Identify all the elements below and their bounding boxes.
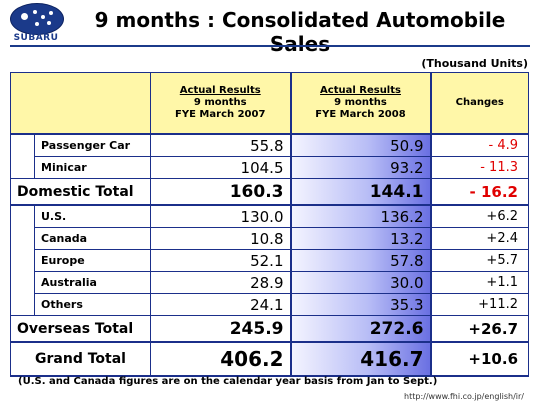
row-label: Others	[34, 293, 151, 316]
row-label: Canada	[34, 227, 151, 250]
row-label: Passenger Car	[34, 133, 151, 157]
pleiades-emblem	[10, 3, 64, 35]
column-header-fye2008: Actual Results 9 months FYE March 2008	[289, 72, 432, 135]
value-change: - 4.9	[430, 133, 529, 157]
source-url[interactable]: http://www.fhi.co.jp/english/ir/	[404, 392, 524, 401]
footnote: (U.S. and Canada figures are on the cale…	[18, 376, 438, 387]
value-fye2007: 55.8	[150, 133, 291, 157]
brand-name: SUBARU	[13, 33, 59, 43]
indent-cell	[10, 249, 35, 272]
value-change: +6.2	[430, 204, 529, 228]
table-row-europe: Europe 52.1 57.8 +5.7	[10, 249, 529, 272]
table-row-us: U.S. 130.0 136.2 +6.2	[10, 204, 529, 228]
indent-cell	[10, 227, 35, 250]
table-row-minicar: Minicar 104.5 93.2 - 11.3	[10, 156, 529, 179]
value-fye2008: 35.3	[289, 293, 432, 316]
value-change: +2.4	[430, 227, 529, 250]
indent-cell	[10, 156, 35, 179]
value-change: +26.7	[430, 315, 529, 343]
indent-cell	[10, 134, 35, 157]
table-row-grand-total: Grand Total 406.2 416.7 +10.6	[10, 341, 529, 377]
indent-cell	[10, 205, 35, 228]
value-fye2008: 57.8	[289, 249, 432, 272]
sales-table: Actual Results 9 months FYE March 2007 A…	[10, 72, 529, 377]
value-fye2007: 130.0	[150, 204, 291, 228]
slide-header: SUBARU 9 months : Consolidated Automobil…	[0, 0, 540, 56]
value-fye2008: 93.2	[289, 156, 432, 179]
title-divider	[10, 45, 530, 47]
row-label: Europe	[34, 249, 151, 272]
value-fye2008: 50.9	[289, 133, 432, 157]
header-corner-cell	[10, 72, 151, 135]
value-change: +1.1	[430, 271, 529, 294]
table-row-domestic-total: Domestic Total 160.3 144.1 - 16.2	[10, 178, 529, 206]
slide-title: 9 months : Consolidated Automobile Sales	[94, 8, 506, 56]
value-fye2008: 272.6	[289, 315, 432, 343]
table-row-overseas-total: Overseas Total 245.9 272.6 +26.7	[10, 315, 529, 343]
column-header-changes: Changes	[430, 72, 529, 135]
row-label: Minicar	[34, 156, 151, 179]
value-fye2007: 104.5	[150, 156, 291, 179]
value-fye2008: 136.2	[289, 204, 432, 228]
value-fye2007: 406.2	[150, 341, 291, 377]
value-fye2008: 30.0	[289, 271, 432, 294]
indent-cell	[10, 271, 35, 294]
table-row-canada: Canada 10.8 13.2 +2.4	[10, 227, 529, 250]
subaru-logo: SUBARU	[6, 3, 66, 45]
value-fye2008: 144.1	[289, 178, 432, 206]
units-label: (Thousand Units)	[421, 57, 528, 70]
column-header-fye2007: Actual Results 9 months FYE March 2007	[150, 72, 291, 135]
table-row-australia: Australia 28.9 30.0 +1.1	[10, 271, 529, 294]
value-change: - 16.2	[430, 178, 529, 206]
value-fye2008: 416.7	[289, 341, 432, 377]
value-change: - 11.3	[430, 156, 529, 179]
row-label: Australia	[34, 271, 151, 294]
value-change: +11.2	[430, 293, 529, 316]
value-fye2007: 245.9	[150, 315, 291, 343]
value-change: +10.6	[430, 341, 529, 377]
row-label: Grand Total	[10, 341, 151, 377]
table-row-passenger-car: Passenger Car 55.8 50.9 - 4.9	[10, 133, 529, 157]
row-label: U.S.	[34, 204, 151, 228]
row-label: Domestic Total	[10, 178, 151, 206]
value-fye2008: 13.2	[289, 227, 432, 250]
table-row-others: Others 24.1 35.3 +11.2	[10, 293, 529, 316]
table-header-row: Actual Results 9 months FYE March 2007 A…	[10, 72, 529, 135]
indent-cell	[10, 293, 35, 316]
value-fye2007: 10.8	[150, 227, 291, 250]
value-fye2007: 160.3	[150, 178, 291, 206]
row-label: Overseas Total	[10, 315, 151, 343]
value-fye2007: 28.9	[150, 271, 291, 294]
value-fye2007: 52.1	[150, 249, 291, 272]
value-fye2007: 24.1	[150, 293, 291, 316]
value-change: +5.7	[430, 249, 529, 272]
